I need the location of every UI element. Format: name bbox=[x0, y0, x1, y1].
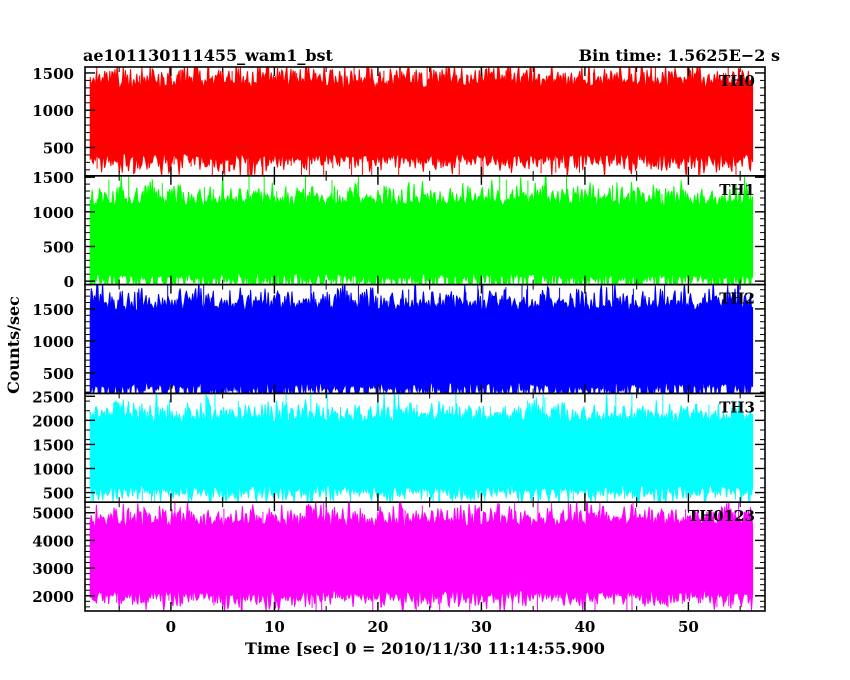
series-th1-spikes bbox=[89, 175, 753, 285]
chart-title-left: ae101130111455_wam1_bst bbox=[83, 46, 334, 65]
y-tick-label: 0 bbox=[64, 273, 74, 291]
series-th2-spikes bbox=[93, 284, 752, 394]
y-tick-label: 1500 bbox=[32, 65, 74, 83]
x-tick-label: 50 bbox=[678, 618, 699, 636]
series-label-th0123: TH0123 bbox=[688, 507, 755, 525]
panel-th0123: 2000 3000 4000 5000 TH0123 bbox=[32, 501, 766, 612]
y-tick-label: 5000 bbox=[32, 505, 74, 523]
y-tick-label: 3000 bbox=[32, 560, 74, 578]
y-tick-label: 4000 bbox=[32, 532, 74, 550]
y-tick-label: 2500 bbox=[32, 388, 74, 406]
chart-title-right: Bin time: 1.5625E−2 s bbox=[579, 46, 780, 65]
series-label-th0: TH0 bbox=[719, 72, 755, 90]
y-tick-label: 500 bbox=[43, 485, 74, 503]
y-tick-label: 500 bbox=[43, 238, 74, 256]
series-label-th2: TH2 bbox=[719, 290, 755, 308]
series-label-th3: TH3 bbox=[719, 398, 755, 416]
panel-th1: 0 500 1000 1500 TH1 bbox=[32, 169, 766, 291]
y-tick-label: 1000 bbox=[32, 333, 74, 351]
panel-th2: 500 1000 1500 TH2 bbox=[32, 283, 766, 395]
series-th1-band bbox=[89, 175, 754, 285]
y-tick-label: 1000 bbox=[32, 204, 74, 222]
series-label-th1: TH1 bbox=[719, 181, 755, 199]
y-tick-label: 500 bbox=[43, 365, 74, 383]
panel-th0: 500 1000 1500 TH0 bbox=[32, 65, 766, 177]
x-tick-label: 0 bbox=[166, 618, 176, 636]
y-tick-label: 2000 bbox=[32, 588, 74, 606]
y-tick-label: 1000 bbox=[32, 102, 74, 120]
x-axis: 0 10 20 30 40 50 bbox=[166, 618, 699, 636]
panels-group: 500 1000 1500 TH0 0 500 1000 1500 TH1 500 1000 1500… bbox=[32, 65, 766, 612]
x-axis-label: Time [sec] 0 = 2010/11/30 11:14:55.900 bbox=[245, 639, 605, 658]
panel-th3: 500 1000 1500 2000 2500 TH3 bbox=[32, 388, 766, 503]
series-th0123-spikes bbox=[90, 502, 749, 612]
x-tick-label: 10 bbox=[264, 618, 285, 636]
y-tick-label: 1500 bbox=[32, 436, 74, 454]
x-tick-label: 20 bbox=[367, 618, 388, 636]
y-tick-label: 1500 bbox=[32, 169, 74, 187]
y-tick-label: 1500 bbox=[32, 301, 74, 319]
y-tick-label: 500 bbox=[43, 139, 74, 157]
y-axis-label: Counts/sec bbox=[4, 296, 23, 394]
x-tick-label: 40 bbox=[574, 618, 595, 636]
y-tick-label: 2000 bbox=[32, 412, 74, 430]
x-tick-label: 30 bbox=[471, 618, 492, 636]
y-tick-label: 1000 bbox=[32, 461, 74, 479]
series-th3-spikes bbox=[89, 393, 749, 503]
series-th0-spikes bbox=[90, 67, 753, 176]
